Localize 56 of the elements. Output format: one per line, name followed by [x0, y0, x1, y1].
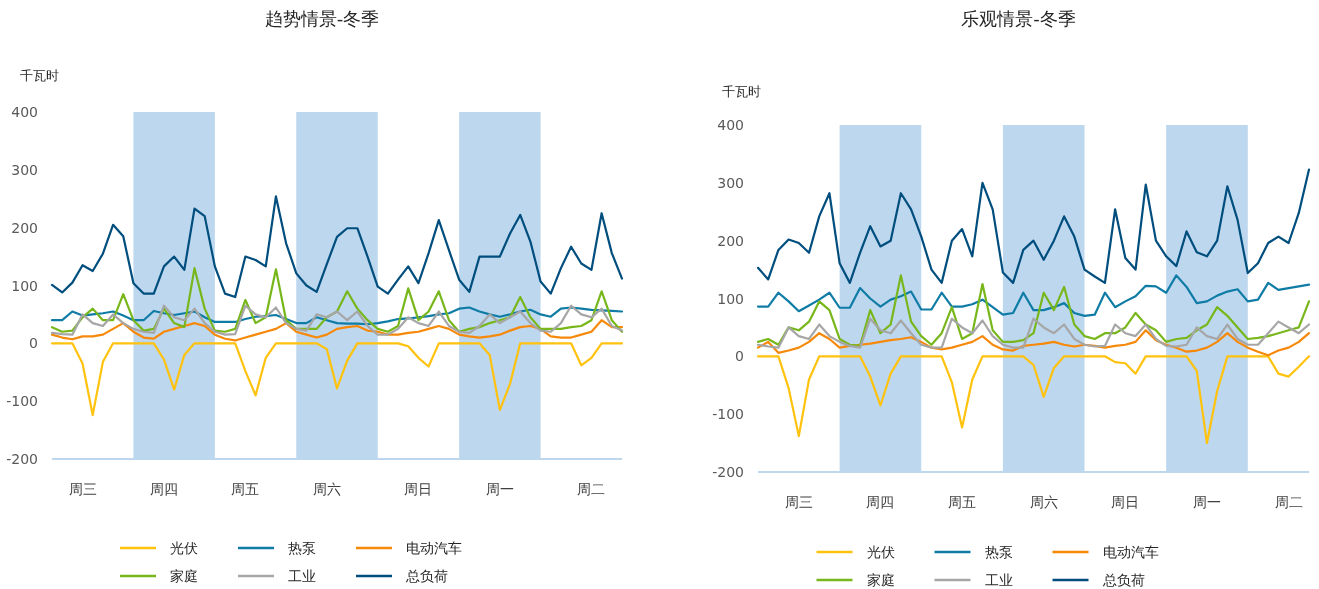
y-axis-title: 千瓦时: [20, 68, 59, 83]
y-tick-label: 200: [11, 219, 38, 236]
y-tick-label: 400: [11, 104, 38, 120]
x-tick-label: 周一: [485, 481, 514, 497]
line-series: [756, 274, 1311, 348]
y-tick-label: 400: [717, 117, 744, 133]
legend-label: 电动汽车: [1102, 544, 1159, 560]
x-tick-label: 周五: [231, 481, 260, 497]
legend-label: 家庭: [866, 572, 895, 588]
y-tick-label: 0: [735, 348, 744, 365]
line-series: [50, 267, 624, 333]
y-axis-title: 千瓦时: [722, 84, 761, 99]
line-series: [756, 168, 1311, 284]
legend-label: 热泵: [288, 540, 316, 556]
line-series: [756, 274, 1311, 317]
x-tick-label: 周六: [1029, 494, 1058, 510]
y-tick-label: 100: [717, 290, 744, 307]
y-tick-label: -100: [6, 393, 38, 410]
y-tick-label: -200: [6, 451, 38, 467]
line-series: [756, 329, 1311, 357]
y-tick-label: 0: [29, 335, 38, 352]
x-tick-label: 周六: [312, 481, 341, 497]
x-tick-label: 周一: [1192, 494, 1221, 510]
legend-label: 总负荷: [1101, 572, 1145, 588]
chart-title: 乐观情景-冬季: [961, 8, 1076, 29]
line-series: [50, 304, 624, 336]
legend-label: 光伏: [170, 540, 198, 556]
line-series: [50, 306, 624, 326]
line-series: [756, 317, 1311, 349]
y-tick-label: -100: [712, 406, 744, 423]
line-series: [756, 355, 1311, 445]
line-series: [50, 319, 624, 342]
legend-label: 光伏: [866, 544, 895, 560]
legend-label: 电动汽车: [406, 540, 462, 556]
y-tick-label: 100: [11, 277, 38, 294]
line-series: [50, 342, 624, 417]
legend-label: 热泵: [984, 544, 1013, 560]
line-series: [50, 195, 624, 299]
legend-label: 总负荷: [405, 568, 448, 584]
legend-label: 家庭: [170, 568, 198, 584]
x-tick-label: 周三: [68, 481, 97, 497]
x-tick-label: 周五: [948, 494, 977, 510]
x-tick-label: 周三: [784, 494, 813, 510]
x-tick-label: 周四: [866, 494, 895, 510]
y-tick-label: 300: [717, 174, 744, 191]
chart-title: 趋势情景-冬季: [264, 8, 380, 29]
legend-label: 工业: [288, 568, 316, 584]
y-tick-label: 300: [11, 161, 38, 178]
legend-label: 工业: [984, 572, 1013, 588]
y-tick-label: -200: [712, 464, 744, 480]
x-tick-label: 周四: [149, 481, 178, 497]
y-tick-label: 200: [717, 232, 744, 249]
x-tick-label: 周二: [577, 481, 606, 497]
x-tick-label: 周日: [1111, 494, 1140, 510]
x-tick-label: 周日: [404, 481, 433, 497]
x-tick-label: 周二: [1274, 494, 1303, 510]
